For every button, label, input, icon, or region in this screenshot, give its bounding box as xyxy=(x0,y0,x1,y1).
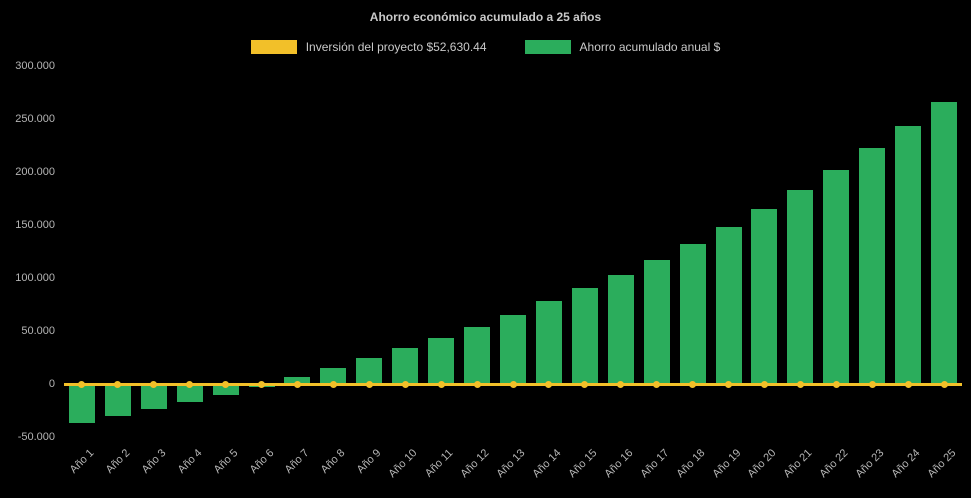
bar-year-9[interactable] xyxy=(356,358,383,384)
investment-point-year-13[interactable] xyxy=(509,380,517,388)
bar-year-25[interactable] xyxy=(931,102,958,384)
investment-point-year-6[interactable] xyxy=(258,380,266,388)
bar-year-11[interactable] xyxy=(428,337,455,384)
investment-point-year-2[interactable] xyxy=(114,380,122,388)
investment-point-year-22[interactable] xyxy=(832,380,840,388)
investment-point-year-3[interactable] xyxy=(150,380,158,388)
y-tick-label: 100.000 xyxy=(15,272,55,284)
investment-point-year-10[interactable] xyxy=(401,380,409,388)
investment-point-year-19[interactable] xyxy=(725,380,733,388)
investment-point-year-14[interactable] xyxy=(545,380,553,388)
savings-chart: Ahorro económico acumulado a 25 años Inv… xyxy=(0,10,971,480)
legend-label-savings: Ahorro acumulado anual $ xyxy=(579,40,721,54)
legend-item-savings[interactable]: Ahorro acumulado anual $ xyxy=(524,40,721,54)
bar-year-18[interactable] xyxy=(679,244,706,384)
legend-swatch-savings-icon xyxy=(524,40,571,54)
bar-year-19[interactable] xyxy=(715,227,742,384)
bar-year-12[interactable] xyxy=(464,327,491,384)
y-tick-label: 250.000 xyxy=(15,113,55,125)
investment-point-year-24[interactable] xyxy=(904,380,912,388)
y-tick-label: 200.000 xyxy=(15,166,55,178)
bar-year-17[interactable] xyxy=(643,259,670,384)
investment-point-year-7[interactable] xyxy=(293,380,301,388)
y-tick-label: 50.000 xyxy=(21,325,55,337)
investment-point-year-4[interactable] xyxy=(186,380,194,388)
investment-point-year-11[interactable] xyxy=(437,380,445,388)
investment-point-year-20[interactable] xyxy=(760,380,768,388)
bar-year-7[interactable] xyxy=(284,376,311,384)
investment-point-year-12[interactable] xyxy=(473,380,481,388)
bar-year-5[interactable] xyxy=(212,384,239,395)
investment-point-year-25[interactable] xyxy=(940,380,948,388)
bar-year-24[interactable] xyxy=(895,125,922,384)
bar-year-13[interactable] xyxy=(500,315,526,384)
bar-year-3[interactable] xyxy=(140,384,167,409)
bar-year-10[interactable] xyxy=(392,348,419,384)
y-tick-label: 0 xyxy=(48,378,55,390)
investment-point-year-17[interactable] xyxy=(653,380,661,388)
y-tick-label: 150.000 xyxy=(15,219,55,231)
y-tick-label: -50.000 xyxy=(17,431,55,443)
bar-year-15[interactable] xyxy=(571,288,598,384)
plot-area: 300.000 250.000 200.000 150.000 100.000 50.00… xyxy=(15,60,962,480)
bar-year-23[interactable] xyxy=(859,148,886,384)
bar-year-16[interactable] xyxy=(607,274,634,384)
legend-swatch-investment-icon xyxy=(250,40,297,54)
investment-point-year-5[interactable] xyxy=(222,380,230,388)
investment-point-year-9[interactable] xyxy=(365,380,373,388)
bar-year-20[interactable] xyxy=(751,209,778,384)
y-tick-label: 300.000 xyxy=(15,60,55,72)
legend-item-investment[interactable]: Inversión del proyecto $52,630.44 xyxy=(250,40,487,54)
investment-point-year-1[interactable] xyxy=(78,380,86,388)
investment-point-year-16[interactable] xyxy=(617,380,625,388)
bar-year-1[interactable] xyxy=(68,384,95,423)
legend-label-investment: Inversión del proyecto $52,630.44 xyxy=(305,40,487,54)
investment-point-year-21[interactable] xyxy=(796,380,804,388)
bar-year-21[interactable] xyxy=(787,190,814,384)
bar-year-22[interactable] xyxy=(823,169,850,384)
investment-point-year-8[interactable] xyxy=(329,380,337,388)
investment-point-year-15[interactable] xyxy=(581,380,589,388)
chart-legend: Inversión del proyecto $52,630.44 Ahorro… xyxy=(0,40,971,54)
bar-year-8[interactable] xyxy=(320,367,347,384)
investment-point-year-18[interactable] xyxy=(689,380,697,388)
bar-year-14[interactable] xyxy=(535,301,562,384)
bar-year-2[interactable] xyxy=(104,384,131,416)
investment-point-year-23[interactable] xyxy=(868,380,876,388)
bar-year-4[interactable] xyxy=(176,384,203,403)
chart-title: Ahorro económico acumulado a 25 años xyxy=(369,10,602,24)
